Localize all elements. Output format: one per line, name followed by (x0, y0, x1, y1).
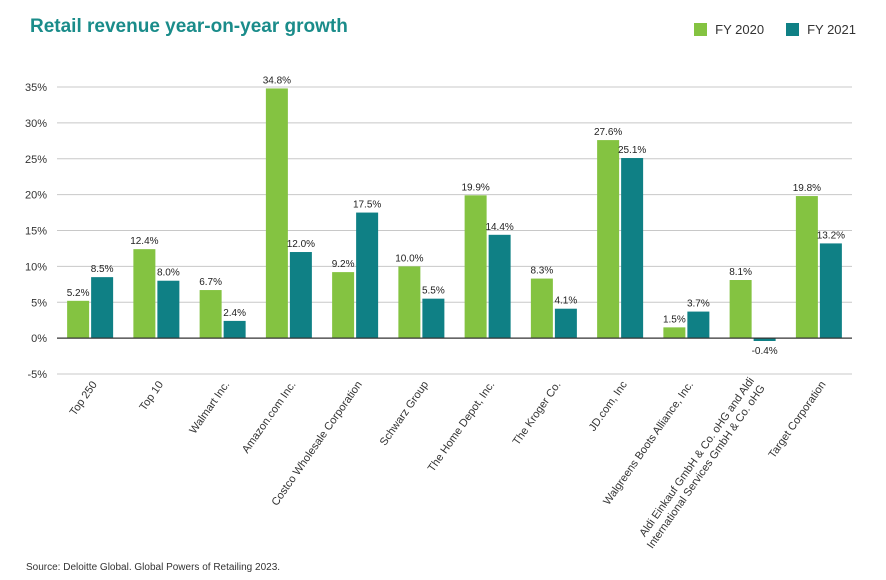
bar (621, 158, 644, 339)
x-tick-label-line: Amazon.com Inc. (240, 379, 299, 455)
legend-label-fy2021: FY 2021 (807, 22, 856, 37)
bar (356, 212, 379, 339)
data-label: 13.2% (817, 230, 845, 241)
data-label: 19.9% (461, 182, 489, 193)
legend-item-fy2021: FY 2021 (786, 22, 856, 37)
data-label: 5.5% (422, 286, 445, 297)
x-tick-label: Schwarz Group (378, 379, 431, 448)
bar (488, 234, 511, 339)
x-tick-label: The Home Depot, Inc. (426, 379, 498, 474)
bar (265, 88, 288, 339)
data-label: 8.0% (157, 268, 180, 279)
bar (199, 290, 222, 339)
bar (464, 195, 487, 339)
bar (597, 140, 620, 339)
data-label: 12.0% (287, 239, 315, 250)
y-tick-label: 0% (31, 333, 47, 345)
x-tick-label: The Kroger Co. (511, 379, 564, 447)
data-label: 17.5% (353, 200, 381, 211)
data-label: 2.4% (223, 308, 246, 319)
data-label: 6.7% (199, 277, 222, 288)
x-tick-label: Walmart Inc. (187, 379, 232, 436)
x-tick-label-line: International Services GmbH & Co. oHG (645, 383, 768, 551)
bar (67, 300, 90, 339)
data-label: 14.4% (485, 222, 513, 233)
y-tick-label: 20% (25, 190, 47, 202)
data-label: 4.1% (554, 296, 577, 307)
bar (332, 272, 355, 339)
data-label: 8.5% (91, 264, 114, 275)
x-tick-label-line: The Kroger Co. (511, 379, 564, 447)
x-tick-label-line: Target Corporation (767, 379, 829, 461)
bar (819, 243, 842, 339)
y-tick-label: 5% (31, 297, 47, 309)
legend-item-fy2020: FY 2020 (694, 22, 764, 37)
bar (422, 298, 445, 339)
x-tick-label-line: Top 10 (137, 379, 166, 413)
data-label: 25.1% (618, 145, 646, 156)
data-label: 8.1% (729, 267, 752, 278)
x-tick-label-line: Aldi Einkauf GmbH & Co. oHG and Aldi (637, 375, 757, 539)
bar (91, 277, 114, 339)
legend-label-fy2020: FY 2020 (715, 22, 765, 37)
bar (289, 252, 312, 339)
data-label: 3.7% (687, 299, 710, 310)
legend-swatch-fy2020 (694, 23, 708, 36)
y-tick-label: 10% (25, 261, 47, 273)
y-tick-label: 15% (25, 226, 47, 238)
bar (663, 327, 686, 339)
x-tick-label-line: Walmart Inc. (187, 379, 232, 436)
x-tick-label: Top 250 (68, 379, 100, 418)
x-tick-label-line: JD.com, Inc (587, 379, 630, 434)
bar (530, 278, 553, 339)
data-label: 9.2% (332, 259, 355, 270)
bar (133, 249, 156, 339)
data-label: -0.4% (752, 346, 778, 357)
bar-chart: -5% 0% 5% 10% 15% 20% 25% 30% 35% 5.2% 12.4% 6.7% 34… (25, 75, 852, 551)
data-label: 12.4% (130, 236, 158, 247)
bar (687, 311, 710, 339)
bar (753, 338, 776, 341)
y-tick-label: 30% (25, 118, 47, 130)
x-tick-label: Amazon.com Inc. (240, 379, 299, 455)
x-tick-label: Aldi Einkauf GmbH & Co. oHG and AldiInte… (634, 375, 767, 551)
bar (554, 308, 577, 339)
x-tick-label-line: Schwarz Group (378, 379, 431, 448)
source-note: Source: Deloitte Global. Global Powers o… (26, 562, 281, 573)
y-tick-label: -5% (27, 369, 47, 381)
data-label: 5.2% (67, 288, 90, 299)
x-tick-label-line: Top 250 (68, 379, 100, 418)
x-tick-label: JD.com, Inc (587, 379, 630, 434)
data-label: 8.3% (530, 266, 553, 277)
bar (795, 196, 818, 339)
bar (223, 320, 246, 339)
x-tick-label: Top 10 (137, 379, 166, 413)
data-label: 34.8% (263, 75, 291, 86)
legend: FY 2020 FY 2021 (694, 22, 856, 37)
data-label: 10.0% (395, 253, 423, 264)
y-tick-label: 35% (25, 82, 47, 94)
x-tick-label: Target Corporation (767, 379, 829, 461)
data-label: 27.6% (594, 127, 622, 138)
legend-swatch-fy2021 (786, 23, 800, 36)
bar (157, 280, 180, 339)
bar (398, 266, 421, 339)
x-tick-label-line: The Home Depot, Inc. (426, 379, 498, 474)
chart-title: Retail revenue year-on-year growth (30, 16, 348, 37)
bar (729, 280, 752, 339)
data-label: 19.8% (793, 183, 821, 194)
data-label: 1.5% (663, 314, 686, 325)
y-tick-label: 25% (25, 154, 47, 166)
